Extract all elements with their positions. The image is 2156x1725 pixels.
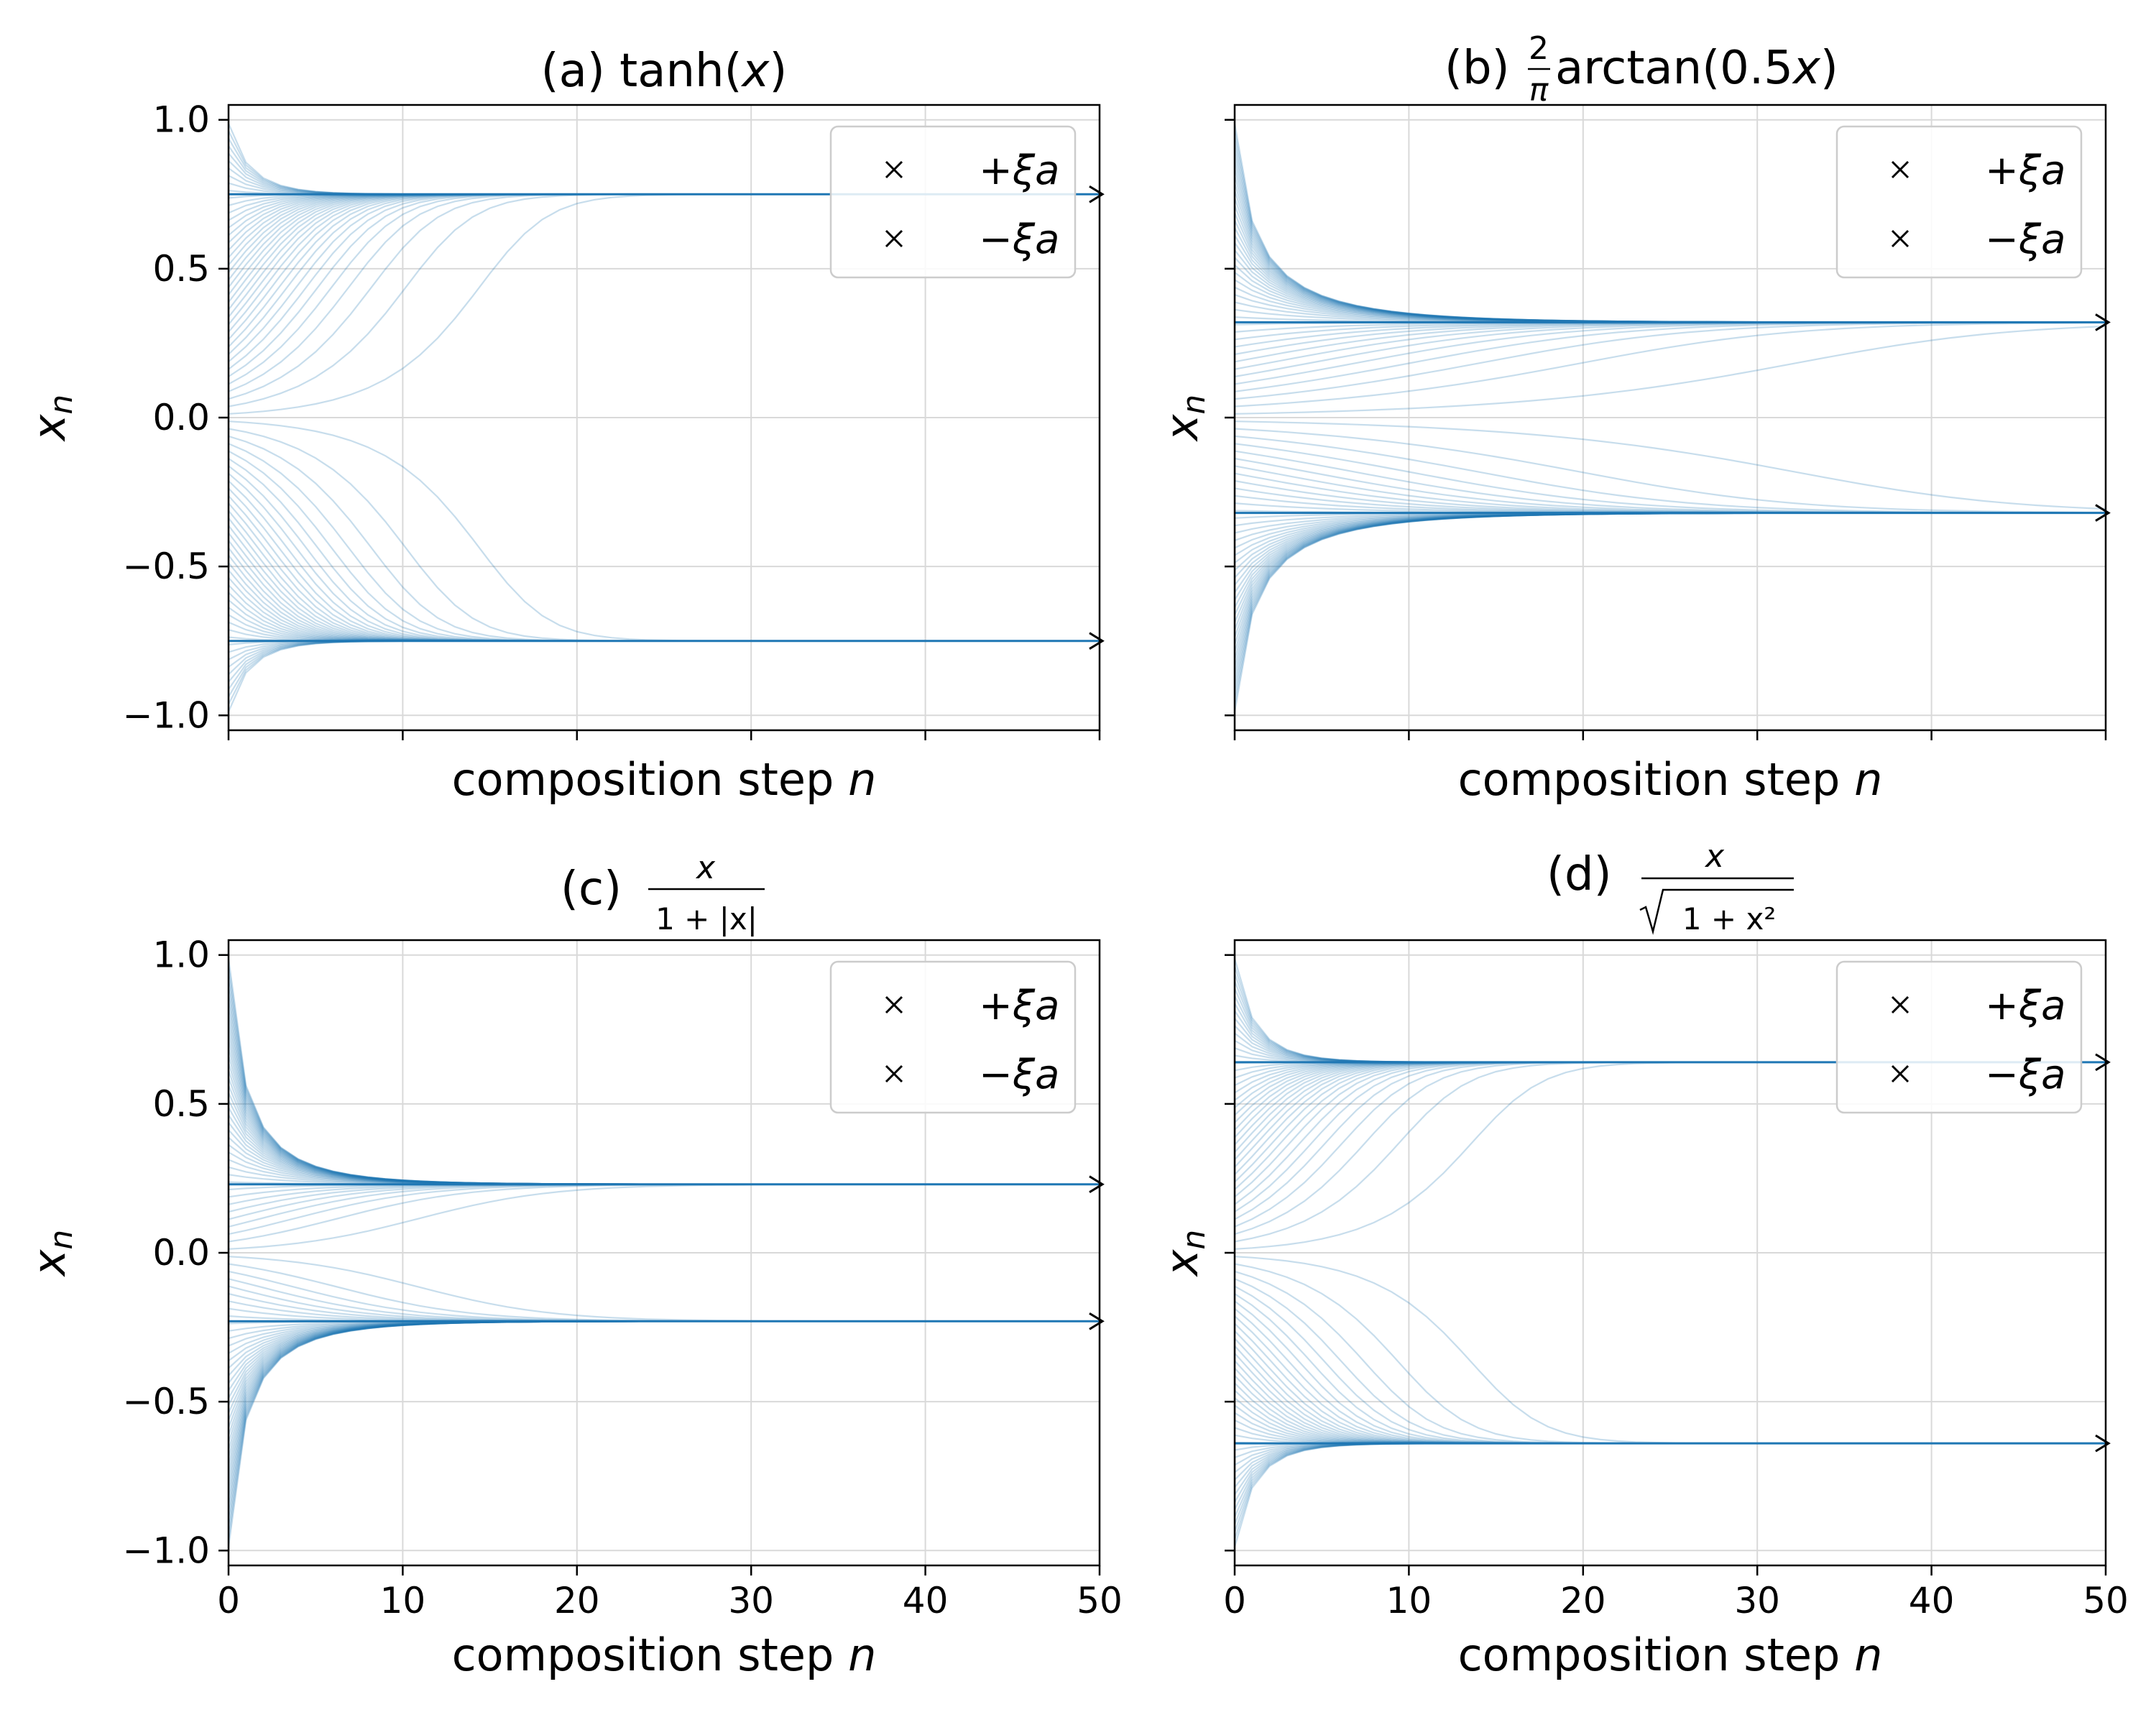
y-tick-label: 0.5 (152, 248, 210, 290)
x-tick-label: 50 (2083, 1580, 2129, 1622)
panel-d: 0 10 20 30 40 50 (d) x 1 + x² composition ste… (1156, 838, 2129, 1681)
fixed-point-arrow (2095, 1434, 2111, 1453)
trajectories (227, 958, 1105, 1547)
legend-marker (1891, 229, 1909, 248)
y-axis-label: xn (1156, 395, 1212, 443)
ticks: 0 10 20 30 40 50 (1223, 954, 2129, 1622)
title-prefix: (c) (561, 862, 622, 916)
legend-marker (1891, 995, 1909, 1014)
x-axis-label: composition step n (1458, 1629, 1883, 1681)
title-frac-num: 2 (1529, 30, 1549, 67)
panel-title: (d) x 1 + x² (1547, 838, 1794, 937)
legend-label: −ξa (979, 1052, 1059, 1098)
x-tick-label: 50 (1077, 1580, 1123, 1622)
x-tick-label: 40 (903, 1580, 949, 1622)
x-tick-label: 40 (1909, 1580, 1955, 1622)
x-tick-label: 0 (1223, 1580, 1246, 1622)
panel-title: (a) tanh(x) (541, 45, 788, 98)
x-tick-label: 20 (1560, 1580, 1606, 1622)
legend-marker (1891, 1064, 1909, 1083)
trajectory-line (1234, 428, 2106, 513)
legend-label: +ξa (1985, 147, 2065, 194)
y-axis-label: xn (23, 1230, 80, 1278)
y-tick-label: −0.5 (123, 1381, 210, 1422)
legend-marker (885, 229, 903, 248)
title-frac-den: 1 + x² (1682, 901, 1776, 937)
panel-title: (b) 2 π arctan(0.5x) (1445, 30, 1838, 109)
fixed-point-arrow (2095, 504, 2111, 522)
y-tick-label: 0.0 (152, 397, 210, 438)
panel-b: (b) 2 π arctan(0.5x) composition step n … (1156, 30, 2111, 806)
fixed-point-arrow (1089, 185, 1105, 203)
y-tick-label: 1.0 (152, 99, 210, 141)
x-tick-label: 10 (380, 1580, 426, 1622)
x-axis-label: composition step n (1458, 753, 1883, 806)
ticks: −1.0 −0.5 0.0 0.5 1.0 (123, 99, 1101, 740)
y-tick-label: −1.0 (123, 694, 210, 736)
legend-label: −ξa (1985, 1052, 2065, 1098)
legend-label: −ξa (1985, 216, 2065, 263)
legend: +ξa −ξa (1835, 960, 2083, 1114)
legend: +ξa −ξa (829, 125, 1077, 279)
title-sqrt-sign (1639, 888, 1794, 935)
title-frac-den: π (1529, 72, 1549, 109)
title-func: arctan(0.5x) (1555, 42, 1838, 95)
trajectories (227, 123, 1105, 712)
legend-marker (885, 1064, 903, 1083)
fixed-point-arrow (1089, 1312, 1105, 1330)
y-tick-label: −1.0 (123, 1530, 210, 1571)
x-axis-label: composition step n (452, 1629, 877, 1681)
legend-label: +ξa (979, 147, 1059, 194)
x-axis-label: composition step n (452, 753, 877, 806)
trajectories (1233, 958, 2111, 1547)
legend-label: +ξa (979, 983, 1059, 1029)
legend-label: −ξa (979, 216, 1059, 263)
legend: +ξa −ξa (829, 960, 1077, 1114)
panel-title: (c) x 1 + |x| (561, 850, 765, 937)
panel-a: −1.0 −0.5 0.0 0.5 1.0 (a) tanh(x) compositio… (23, 45, 1105, 806)
x-tick-label: 0 (217, 1580, 240, 1622)
legend-marker (885, 995, 903, 1014)
y-tick-label: −0.5 (123, 546, 210, 587)
fixed-point-arrow (1089, 1175, 1105, 1193)
y-tick-label: 1.0 (152, 934, 210, 976)
fixed-point-arrow (2095, 1053, 2111, 1072)
title-frac-num: x (1704, 838, 1725, 875)
title-prefix: (d) (1547, 848, 1612, 901)
y-axis-label: xn (1156, 1230, 1212, 1278)
x-tick-label: 30 (728, 1580, 774, 1622)
panel-c: 0 10 20 30 40 50 −1.0 −0.5 0.0 0.5 1.0 (c) x 1 + |… (23, 850, 1123, 1681)
ticks: 0 10 20 30 40 50 −1.0 −0.5 0.0 0.5 1.0 (123, 934, 1123, 1622)
x-tick-label: 20 (554, 1580, 600, 1622)
legend-marker (1891, 160, 1909, 179)
legend: +ξa −ξa (1835, 125, 2083, 279)
y-axis-label: xn (23, 395, 80, 443)
y-tick-label: 0.0 (152, 1232, 210, 1274)
title-frac-den: 1 + |x| (655, 901, 757, 937)
title-frac-num: x (695, 850, 716, 886)
y-tick-label: 0.5 (152, 1083, 210, 1125)
trajectory-line (1234, 325, 2106, 415)
x-tick-label: 10 (1386, 1580, 1432, 1622)
x-tick-label: 30 (1734, 1580, 1780, 1622)
ticks (1225, 119, 2107, 740)
trajectories (1233, 123, 2111, 712)
trajectory-line (1234, 322, 2106, 408)
legend-label: +ξa (1985, 983, 2065, 1029)
trajectory-line (1234, 420, 2106, 510)
fixed-point-arrow (2095, 313, 2111, 331)
legend-marker (885, 160, 903, 179)
fixed-point-arrow (1089, 632, 1105, 650)
title-prefix: (b) (1445, 42, 1510, 95)
